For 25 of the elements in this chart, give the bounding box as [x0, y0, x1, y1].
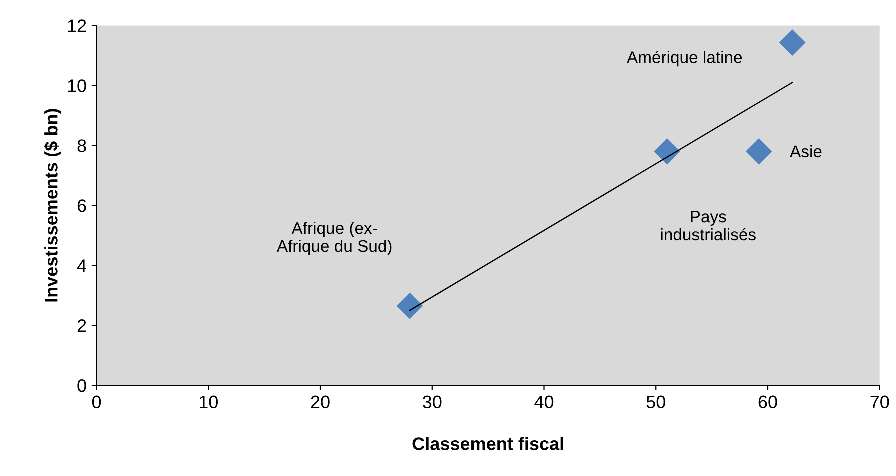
y-tick-label: 12 [68, 20, 86, 32]
x-tick-label: 30 [423, 396, 442, 409]
y-tick-label: 0 [78, 379, 86, 392]
x-tick-label: 70 [870, 396, 890, 409]
y-axis-title: Investissements ($ bn) [44, 109, 62, 302]
x-tick-label: 50 [646, 396, 666, 409]
point [746, 138, 772, 165]
y-tick-label: 10 [68, 80, 86, 92]
x-axis-title: Classement fiscal [412, 437, 564, 450]
y-tick-label: 2 [78, 320, 86, 332]
annotation: Amérique latine [627, 50, 742, 67]
annotation: Pays industrialisés [661, 211, 756, 241]
x-tick-label: 10 [200, 396, 218, 409]
x-tick-label: 0 [92, 396, 102, 409]
y-tick-label: 8 [78, 140, 86, 152]
point [779, 30, 806, 56]
annotation: Asie [790, 145, 822, 158]
y-tick-label: 4 [77, 260, 87, 272]
point [396, 292, 424, 320]
y-tick-label: 6 [78, 200, 86, 212]
annotation: Afrique (ex- Afrique du Sud) [276, 222, 392, 256]
point [654, 138, 680, 165]
x-tick-label: 20 [311, 396, 330, 409]
x-tick-label: 60 [758, 396, 778, 409]
x-tick-label: 40 [534, 396, 554, 409]
